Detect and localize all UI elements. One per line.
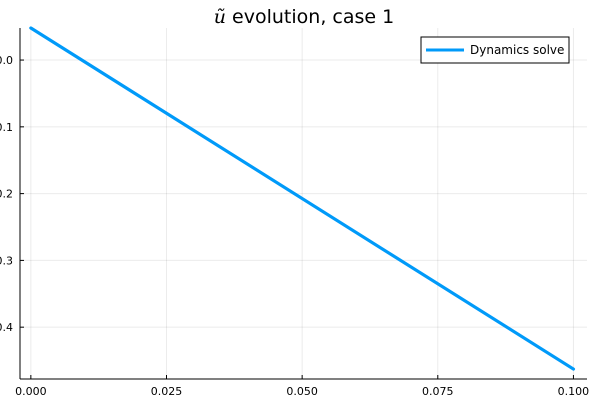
legend: Dynamics solve bbox=[420, 36, 570, 64]
legend-label: Dynamics solve bbox=[470, 43, 564, 57]
series-layer bbox=[29, 26, 576, 371]
y-tick-label-0: 0.0 bbox=[0, 54, 13, 67]
series-line-0 bbox=[29, 26, 576, 371]
x-tick-label-0: 0.000 bbox=[15, 385, 47, 398]
x-tick-label-2: 0.050 bbox=[286, 385, 318, 398]
grid bbox=[20, 28, 587, 379]
y-tick-label-4: 0.4 bbox=[0, 321, 13, 334]
x-tick-label-3: 0.075 bbox=[422, 385, 454, 398]
tick-labels: 0.000 0.025 0.050 0.075 0.100 0.0 0.1 0.2 0.3 0.4 bbox=[0, 54, 589, 398]
chart-title-symbol: ũ bbox=[214, 6, 226, 28]
y-tick-label-2: 0.2 bbox=[0, 188, 13, 201]
y-tick-label-1: 0.1 bbox=[0, 121, 13, 134]
y-tick-label-3: 0.3 bbox=[0, 254, 13, 267]
axes bbox=[19, 28, 587, 380]
chart-title-text: evolution, case 1 bbox=[226, 6, 394, 28]
chart-title: ũ evolution, case 1 bbox=[214, 6, 394, 28]
x-tick-label-4: 0.100 bbox=[558, 385, 590, 398]
x-tick-label-1: 0.025 bbox=[151, 385, 183, 398]
